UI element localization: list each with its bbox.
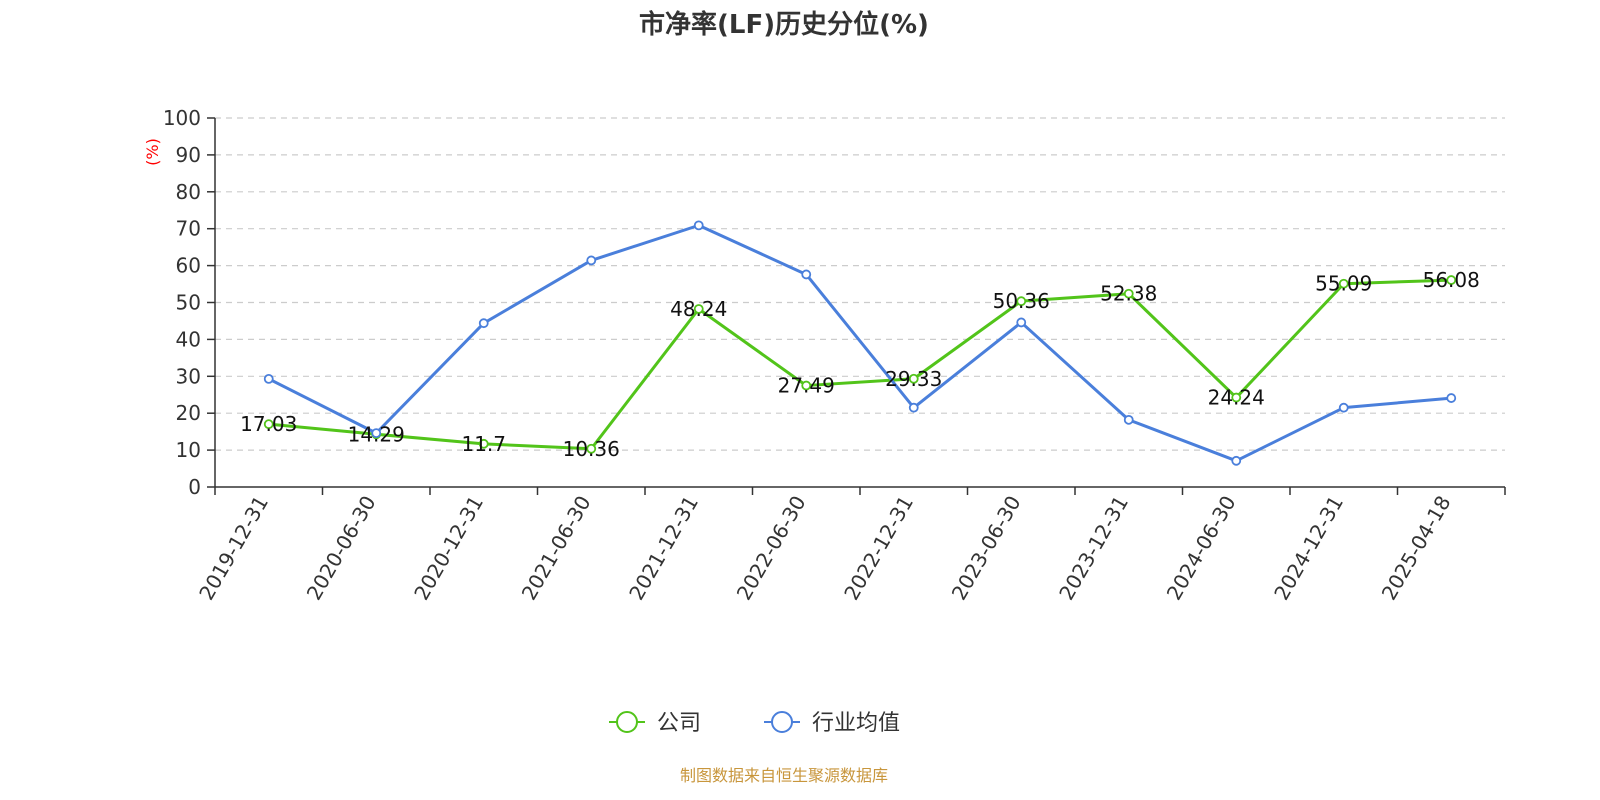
y-tick-label: 80 bbox=[176, 180, 201, 204]
y-tick-label: 30 bbox=[176, 364, 201, 388]
x-tick-label: 2025-04-18 bbox=[1377, 492, 1456, 605]
data-point bbox=[908, 402, 919, 413]
data-label: 10.36 bbox=[563, 437, 620, 461]
series-line-1 bbox=[268, 223, 1452, 463]
y-tick-label: 70 bbox=[176, 217, 201, 241]
data-label: 52.38 bbox=[1100, 282, 1157, 306]
data-point bbox=[586, 443, 597, 454]
data-point bbox=[908, 373, 919, 384]
data-label: 14.29 bbox=[348, 422, 405, 446]
y-tick-label: 20 bbox=[176, 401, 201, 425]
x-tick-label: 2022-06-30 bbox=[732, 492, 811, 605]
data-point bbox=[1231, 392, 1242, 403]
y-axis-label: (%) bbox=[143, 138, 162, 166]
x-tick-label: 2021-12-31 bbox=[624, 492, 703, 605]
legend-marker bbox=[771, 711, 793, 733]
data-label: 48.24 bbox=[670, 297, 727, 321]
data-labels: 17.03 14.29 11.7 10.36 48.24 27.49 29.33 50.36 5… bbox=[240, 268, 1480, 461]
y-tick-label: 50 bbox=[176, 291, 201, 315]
legend-label: 公司 bbox=[657, 711, 701, 736]
x-tick-label: 2019-12-31 bbox=[194, 492, 273, 605]
x-tick-label: 2024-06-30 bbox=[1162, 492, 1241, 605]
source-note: 制图数据来自恒生聚源数据库 bbox=[679, 766, 888, 785]
data-point bbox=[801, 269, 812, 280]
y-tick-label: 40 bbox=[176, 327, 201, 351]
legend-marker bbox=[616, 711, 638, 733]
x-tick-label: 2023-06-30 bbox=[947, 492, 1026, 605]
data-label: 29.33 bbox=[885, 367, 942, 391]
data-point bbox=[478, 318, 489, 329]
data-point bbox=[263, 419, 274, 430]
series-layer bbox=[263, 220, 1457, 466]
data-point bbox=[263, 373, 274, 384]
data-point bbox=[1123, 288, 1134, 299]
data-point bbox=[1338, 278, 1349, 289]
data-point bbox=[1446, 393, 1457, 403]
data-point bbox=[1338, 402, 1349, 413]
y-tick-label: 0 bbox=[188, 475, 201, 499]
legend: 公司 行业均值 bbox=[609, 711, 900, 736]
chart-title: 市净率(LF)历史分位(%) bbox=[639, 10, 929, 40]
data-label: 56.08 bbox=[1423, 268, 1480, 292]
data-point bbox=[1231, 455, 1242, 466]
data-point bbox=[1123, 414, 1134, 425]
data-point bbox=[693, 304, 704, 314]
data-point bbox=[1016, 317, 1027, 328]
data-label: 55.09 bbox=[1315, 272, 1372, 296]
x-tick-label: 2024-12-31 bbox=[1269, 492, 1348, 605]
data-label: 17.03 bbox=[240, 412, 297, 436]
y-tick-label: 60 bbox=[176, 254, 201, 278]
data-point bbox=[586, 255, 597, 266]
y-tick-label: 100 bbox=[163, 106, 201, 130]
data-label: 11.7 bbox=[461, 432, 506, 456]
legend-label: 行业均值 bbox=[812, 711, 900, 736]
data-point bbox=[478, 438, 489, 449]
data-label: 24.24 bbox=[1208, 386, 1265, 410]
x-tick-label: 2022-12-31 bbox=[839, 492, 918, 605]
data-point bbox=[1016, 296, 1027, 307]
data-point bbox=[371, 428, 382, 439]
data-point bbox=[1446, 275, 1457, 285]
x-tick-label: 2020-12-31 bbox=[409, 492, 488, 605]
data-point bbox=[801, 380, 812, 391]
data-label: 50.36 bbox=[993, 289, 1050, 313]
y-tick-label: 10 bbox=[176, 438, 201, 462]
y-tick-label: 90 bbox=[176, 143, 201, 167]
axes: 0 10 20 30 40 50 60 70 80 90 100 2019-12-31 2020-06-… bbox=[163, 106, 1506, 605]
series-line-0 bbox=[268, 278, 1452, 451]
data-point bbox=[693, 220, 704, 231]
x-tick-label: 2021-06-30 bbox=[517, 492, 596, 605]
data-label: 27.49 bbox=[778, 374, 835, 398]
x-tick-label: 2023-12-31 bbox=[1054, 492, 1133, 605]
x-tick-label: 2020-06-30 bbox=[302, 492, 381, 605]
